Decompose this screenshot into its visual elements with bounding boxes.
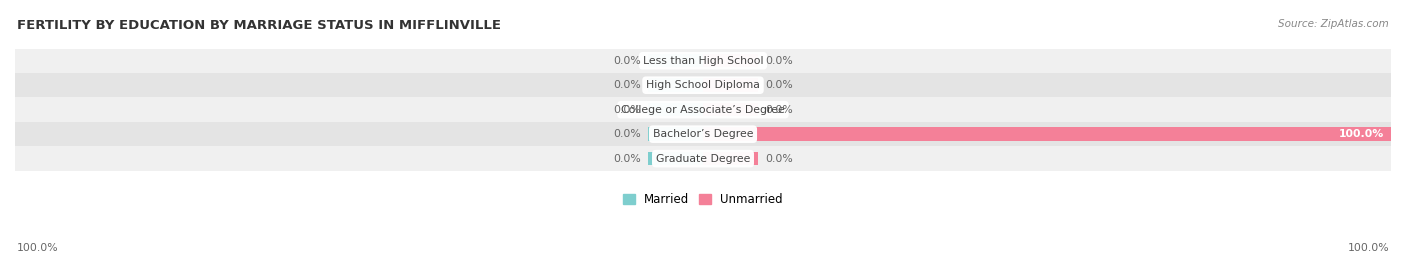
Bar [15,97,1391,122]
Bar [15,73,1391,97]
Bar [15,122,1391,146]
Bar [648,103,703,116]
Text: 0.0%: 0.0% [613,154,641,164]
Bar [648,79,703,92]
Bar [15,146,1391,171]
Text: 100.0%: 100.0% [17,243,59,253]
Text: 100.0%: 100.0% [1347,243,1389,253]
Text: 0.0%: 0.0% [765,56,793,66]
Text: 0.0%: 0.0% [613,80,641,90]
Text: 0.0%: 0.0% [613,129,641,139]
Text: 0.0%: 0.0% [613,105,641,115]
Bar [703,103,758,116]
Text: 0.0%: 0.0% [765,154,793,164]
Bar [648,128,703,141]
Text: Bachelor’s Degree: Bachelor’s Degree [652,129,754,139]
Text: 0.0%: 0.0% [765,80,793,90]
Text: Graduate Degree: Graduate Degree [655,154,751,164]
Text: High School Diploma: High School Diploma [647,80,759,90]
Text: College or Associate’s Degree: College or Associate’s Degree [621,105,785,115]
Text: FERTILITY BY EDUCATION BY MARRIAGE STATUS IN MIFFLINVILLE: FERTILITY BY EDUCATION BY MARRIAGE STATU… [17,19,501,32]
Bar [703,54,758,68]
Bar [703,152,758,165]
Bar [648,152,703,165]
Bar [703,128,1391,141]
Bar [648,54,703,68]
Text: 100.0%: 100.0% [1339,129,1384,139]
Bar [703,79,758,92]
Text: Less than High School: Less than High School [643,56,763,66]
Text: 0.0%: 0.0% [765,105,793,115]
Text: Source: ZipAtlas.com: Source: ZipAtlas.com [1278,19,1389,29]
Text: 0.0%: 0.0% [613,56,641,66]
Bar [15,48,1391,73]
Legend: Married, Unmarried: Married, Unmarried [623,193,783,206]
